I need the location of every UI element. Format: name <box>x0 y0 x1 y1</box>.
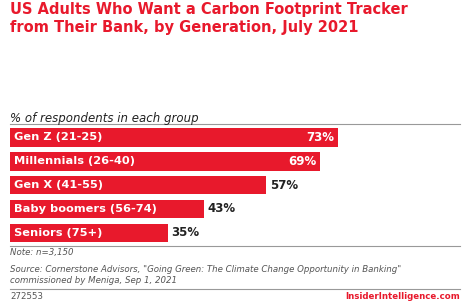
Text: Seniors (75+): Seniors (75+) <box>14 228 102 238</box>
Text: Note: n=3,150: Note: n=3,150 <box>10 248 74 257</box>
Text: Source: Cornerstone Advisors, "Going Green: The Climate Change Opportunity in Ba: Source: Cornerstone Advisors, "Going Gre… <box>10 265 401 285</box>
Text: 57%: 57% <box>270 179 298 192</box>
Text: Baby boomers (56-74): Baby boomers (56-74) <box>14 204 157 214</box>
Text: 43%: 43% <box>207 203 235 215</box>
Text: 69%: 69% <box>289 155 317 168</box>
Text: Gen Z (21-25): Gen Z (21-25) <box>14 132 102 142</box>
Text: Gen X (41-55): Gen X (41-55) <box>14 180 103 190</box>
Text: InsiderIntelligence.com: InsiderIntelligence.com <box>345 292 460 301</box>
Bar <box>10 224 168 242</box>
Text: 35%: 35% <box>171 226 199 239</box>
Bar <box>10 176 266 194</box>
Text: Millennials (26-40): Millennials (26-40) <box>14 156 135 166</box>
Text: US Adults Who Want a Carbon Footprint Tracker
from Their Bank, by Generation, Ju: US Adults Who Want a Carbon Footprint Tr… <box>10 2 408 35</box>
Text: 272553: 272553 <box>10 292 43 301</box>
Text: 73%: 73% <box>307 131 335 144</box>
Text: % of respondents in each group: % of respondents in each group <box>10 112 199 125</box>
Bar <box>10 200 204 218</box>
Bar <box>10 128 338 147</box>
Bar <box>10 152 321 170</box>
